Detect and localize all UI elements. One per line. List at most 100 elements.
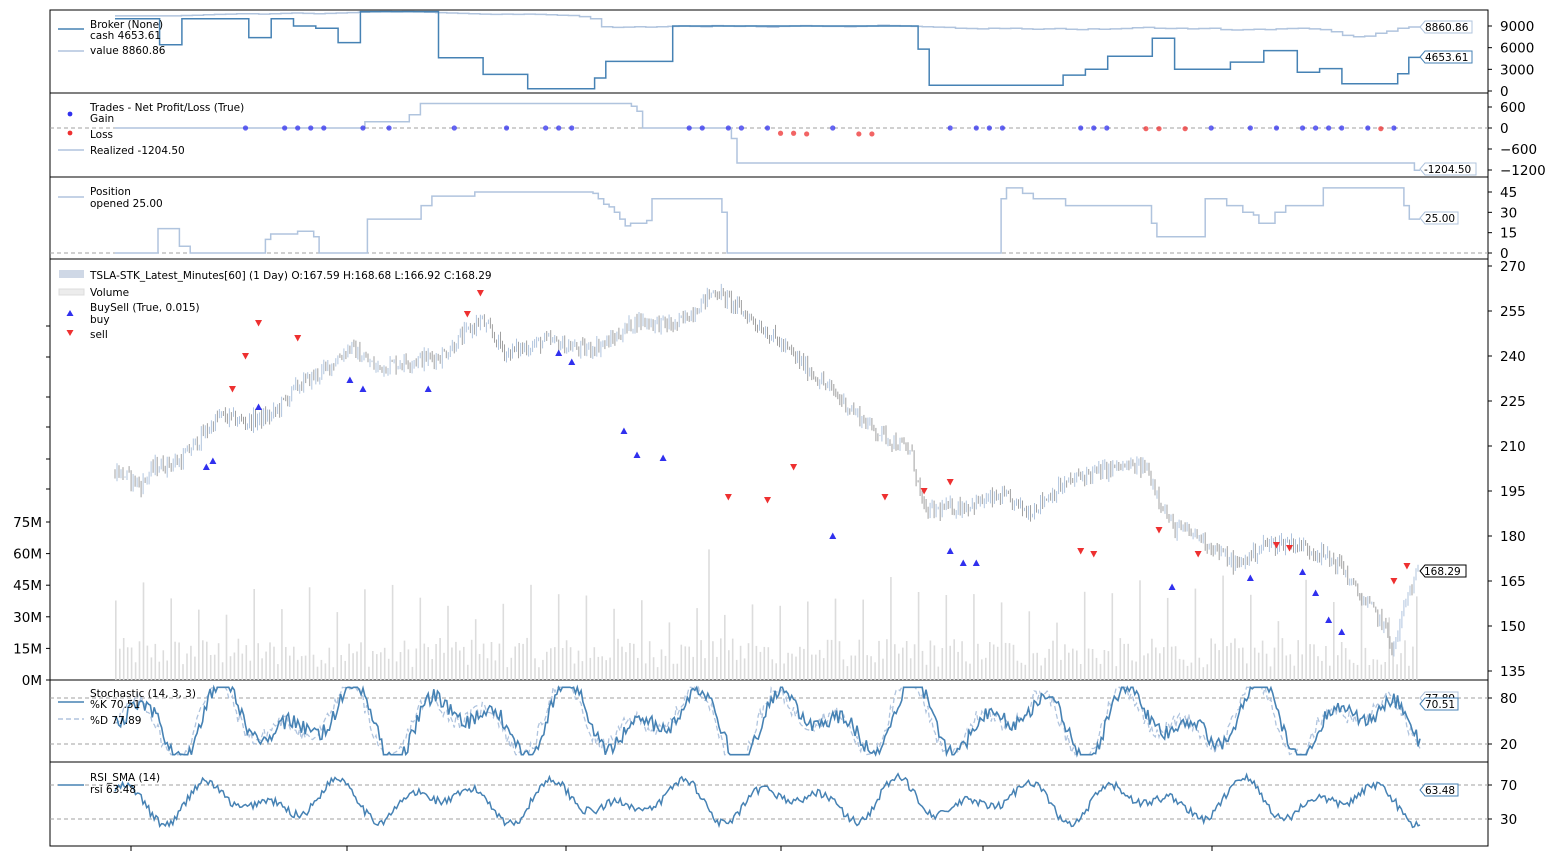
close-last-tag: 168.29 [1419,564,1467,578]
volume-bar [862,599,864,680]
volume-bar [890,577,892,680]
volume-bar [423,643,426,680]
volume-bar [1135,661,1137,680]
volume-bar [166,660,168,680]
gain-legend-label: Gain [90,113,114,125]
volume-ytick-label: 45M [13,578,42,594]
buy-marker [555,349,563,356]
volume-bar [589,657,592,680]
volume-ytick-label: 15M [13,641,42,657]
gain-marker [947,125,953,131]
volume-bar [921,650,924,680]
volume-bar [664,655,667,680]
gain-marker [569,125,575,131]
buy-marker [659,454,667,461]
volume-bar [383,647,386,680]
volume-bar [546,651,548,680]
price-legend: TSLA-STK_Latest_Minutes[60] (1 Day) O:16… [58,270,492,341]
buy-marker [1246,574,1254,581]
volume-bar [1368,665,1371,680]
position-legend-label: opened 25.00 [90,198,163,210]
volume-bar [1265,653,1268,680]
trades-ytick-label: 600 [1500,100,1526,116]
volume-bar [1250,594,1252,680]
gain-marker [1208,125,1214,131]
volume-bar [451,647,453,680]
buy-marker [620,427,628,434]
ohlc-legend-swatch [59,270,84,278]
volume-bar [1127,643,1129,680]
realized-last-tag: -1204.50 [1419,162,1477,176]
volume-bar [902,647,904,680]
volume-bar [130,647,133,680]
volume-bar [356,651,358,680]
volume-bar [704,658,706,680]
realized-line [115,102,1420,171]
buy-marker [359,385,367,392]
sell-marker [1090,551,1098,558]
volume-bar [411,666,414,680]
volume-bar [245,645,248,680]
volume-bar [1155,647,1157,680]
volume-bar [269,642,271,680]
gain-marker [451,125,457,131]
buy-marker [829,532,837,539]
realized-legend-label: Realized -1204.50 [90,145,185,157]
value-last-tag-text: 8860.86 [1425,22,1469,34]
volume-bar [751,604,754,680]
volume-legend-label: Volume [90,287,129,299]
loss-marker [804,131,810,137]
volume-bar [763,646,766,680]
volume-bar [257,643,259,680]
volume-bar [233,652,236,680]
gain-marker [282,125,288,131]
volume-bar [1242,647,1244,680]
volume-bar [842,659,845,680]
gain-marker [1326,125,1332,131]
volume-bar [573,663,576,680]
volume-bar [605,660,607,680]
volume-bar [304,655,307,680]
gain-marker [1299,125,1306,131]
volume-bar [961,641,963,680]
volume-bar [332,667,335,680]
gain-marker [1091,125,1097,131]
volume-bar [1230,642,1232,680]
volume-bar [992,644,995,680]
volume-bar [186,653,188,680]
volume-bar [265,651,267,680]
price-ytick-label: 135 [1500,664,1526,680]
gain-marker [1273,125,1280,131]
volume-bar [996,646,999,680]
trades-legend: Trades - Net Profit/Loss (True) Gain Los… [58,102,244,157]
sell-legend-marker [66,330,74,336]
volume-bar [316,666,319,680]
volume-bar [1087,648,1090,680]
volume-bar [293,646,295,680]
volume-bar [985,657,987,680]
volume-bar [1095,657,1098,680]
volume-bar [933,645,936,680]
volume-bar [530,584,532,680]
volume-bar [296,659,299,680]
volume-bar [767,647,770,680]
stoch-d-line [114,684,1421,757]
gain-marker [686,125,692,131]
position-last-tag: 25.00 [1419,211,1459,225]
sell-marker [242,353,249,360]
volume-bar [470,639,473,680]
volume-bar [1170,646,1173,680]
volume-bar [787,652,789,680]
cash-line [115,10,1420,90]
volume-bar [1344,648,1347,680]
volume-bar [1004,642,1007,680]
buy-marker [1168,583,1176,590]
gain-marker [1339,125,1345,131]
volume-bar [1147,653,1149,680]
price-ytick-label: 225 [1500,394,1526,410]
price-ytick-label: 165 [1500,574,1526,590]
stoch-d-legend-label: %D 77.89 [90,715,141,727]
stochastic-legend: Stochastic (14, 3, 3) %K 70.51 %D 77.89 [58,688,196,727]
rsi-ytick-label: 70 [1500,778,1517,794]
buy-marker [1325,616,1333,623]
